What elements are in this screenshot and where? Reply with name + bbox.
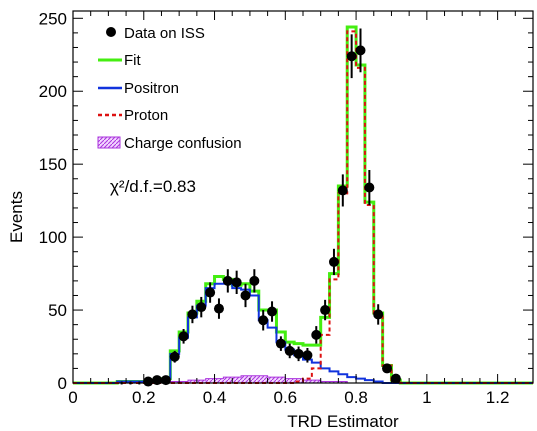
data-point	[293, 348, 304, 359]
data-point	[222, 275, 233, 286]
data-point	[337, 185, 348, 196]
data-point	[275, 338, 286, 349]
data-point	[311, 329, 322, 340]
y-tick-label: 100	[39, 228, 67, 247]
x-tick-label: 1	[422, 388, 431, 407]
data-point	[205, 287, 216, 298]
data-point	[267, 306, 278, 317]
y-tick-label: 0	[58, 374, 67, 393]
data-point	[143, 376, 154, 387]
data-point	[328, 256, 339, 267]
legend-label-fit: Fit	[124, 52, 141, 69]
legend-label-proton: Proton	[124, 107, 168, 124]
data-point	[284, 345, 295, 356]
x-tick-label: 0.8	[344, 388, 368, 407]
x-axis-title: TRD Estimator	[287, 412, 399, 431]
legend-item-fit: Fit	[98, 52, 141, 69]
data-point	[240, 290, 251, 301]
data-point	[249, 275, 260, 286]
data-point	[196, 302, 207, 313]
y-tick-label: 150	[39, 155, 67, 174]
data-point	[178, 331, 189, 342]
x-tick-label: 0.4	[203, 388, 227, 407]
x-tick-label: 0.2	[132, 388, 156, 407]
data-point	[320, 305, 331, 316]
x-tick-label: 0.6	[273, 388, 297, 407]
legend-marker-charge-confusion	[97, 136, 121, 149]
data-point	[390, 373, 401, 384]
legend: Data on ISS Fit Positron Proton Charge c…	[97, 25, 242, 152]
plot-frame	[72, 10, 534, 384]
legend-label-positron: Positron	[124, 80, 179, 97]
data-point	[355, 45, 366, 56]
legend-item-proton: Proton	[98, 107, 168, 124]
legend-item-charge-confusion: Charge confusion	[97, 135, 242, 152]
legend-item-data: Data on ISS	[106, 25, 205, 42]
legend-item-positron: Positron	[98, 80, 179, 97]
legend-label-charge-confusion: Charge confusion	[124, 135, 242, 152]
y-tick-label: 250	[39, 9, 67, 28]
data-point	[373, 309, 384, 320]
y-tick-label: 50	[48, 301, 67, 320]
x-tick-label: 0	[68, 388, 77, 407]
x-tick-label: 1.2	[486, 388, 510, 407]
data-point	[382, 363, 393, 374]
chi2-annotation: χ²/d.f.=0.83	[110, 177, 196, 196]
legend-label-data: Data on ISS	[124, 25, 205, 42]
data-point	[231, 277, 242, 288]
data-point	[169, 351, 180, 362]
axes-layer: 0 0.2 0.4 0.6 0.8 1 1.2 0 50 100 150 200 250	[39, 9, 534, 407]
data-point	[213, 303, 224, 314]
data-point	[346, 51, 357, 62]
y-axis-title: Events	[7, 191, 26, 243]
y-tick-label: 200	[39, 82, 67, 101]
data-point	[187, 309, 198, 320]
data-point	[258, 315, 269, 326]
data-point	[302, 350, 313, 361]
data-point	[364, 182, 375, 193]
positron-line	[73, 282, 533, 384]
legend-marker-data	[106, 27, 116, 37]
